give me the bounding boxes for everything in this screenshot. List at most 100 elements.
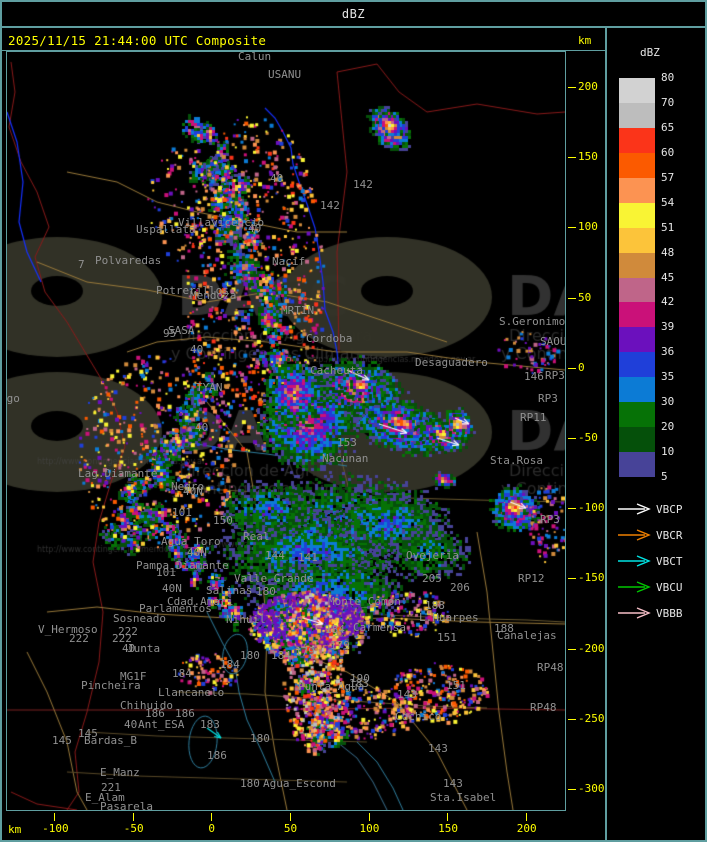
colorbar-tick-35: 35 bbox=[661, 370, 675, 384]
map-label: 183 bbox=[349, 677, 369, 690]
colorbar-band-48 bbox=[619, 252, 655, 278]
x-tick-mark bbox=[132, 813, 134, 821]
map-label: 40 bbox=[124, 718, 138, 731]
map-label: 184 bbox=[325, 623, 345, 636]
map-label: 190 bbox=[350, 672, 370, 685]
y-tick-label--150: -150 bbox=[578, 571, 605, 585]
map-label: Real bbox=[243, 530, 270, 543]
colorbar-tick-20: 20 bbox=[661, 420, 675, 434]
y-tick-mark bbox=[568, 227, 576, 229]
map-label: Sta.Rosa bbox=[490, 454, 543, 467]
map-label: 180 bbox=[250, 732, 270, 745]
x-tick-mark bbox=[289, 813, 291, 821]
map-label: 184 bbox=[172, 667, 192, 680]
window-title: dBZ bbox=[341, 6, 366, 21]
map-label: Monte_Comon bbox=[328, 595, 401, 608]
legend-label-VBCT: VBCT bbox=[656, 554, 683, 568]
frame-top bbox=[0, 0, 707, 2]
map-label: Carmensa bbox=[353, 621, 406, 634]
map-label: V_Hermoso bbox=[38, 623, 98, 636]
map-label: 143 bbox=[443, 777, 463, 790]
map-label: 180 bbox=[240, 649, 260, 662]
legend-row-VBCT: VBCT bbox=[617, 548, 705, 574]
map-label: Punta_Agua bbox=[298, 680, 365, 693]
map-label: Agua_Escond bbox=[263, 777, 336, 790]
colorbar-band-70 bbox=[619, 102, 655, 128]
map-label: Pasarela bbox=[100, 800, 153, 810]
colorbar-band-45 bbox=[619, 277, 655, 303]
y-tick-mark bbox=[568, 788, 576, 790]
y-tick-mark bbox=[568, 367, 576, 369]
colorbar-band-80 bbox=[619, 78, 655, 103]
map-label: Cochico bbox=[395, 710, 442, 723]
map-label: ago bbox=[7, 392, 20, 405]
map-label: 184 bbox=[220, 658, 240, 671]
map-label: SAOU bbox=[540, 335, 565, 348]
map-label: RP3 bbox=[545, 369, 565, 382]
map-label: 40 bbox=[248, 222, 262, 235]
colorbar-band-60 bbox=[619, 152, 655, 178]
colorbar-tick-39: 39 bbox=[661, 320, 675, 334]
map-label: Ovejeria bbox=[406, 549, 459, 562]
map-label: Desaguadero bbox=[415, 356, 488, 369]
map-label: 151 bbox=[446, 679, 466, 692]
x-tick-label-0: 0 bbox=[208, 822, 215, 835]
colorbar-band-30 bbox=[619, 402, 655, 428]
map-label: S.Geronimo bbox=[499, 315, 565, 328]
map-label: 141 bbox=[298, 551, 318, 564]
colorbar-tick-57: 57 bbox=[661, 170, 675, 184]
map-label: 101 bbox=[156, 566, 176, 579]
map-label: 143 bbox=[428, 742, 448, 755]
map-label: 180 bbox=[240, 777, 260, 790]
map-label: 143 bbox=[397, 688, 417, 701]
colorbar-band-35 bbox=[619, 377, 655, 403]
frame-bottom bbox=[0, 840, 707, 842]
map-label: Valle_Grande bbox=[234, 572, 314, 585]
colorbar-tick-36: 36 bbox=[661, 345, 675, 359]
map-label: 40 bbox=[190, 343, 204, 356]
y-tick-label-150: 150 bbox=[578, 150, 598, 164]
colorbar-tick-42: 42 bbox=[661, 295, 675, 309]
map-label: 40 bbox=[122, 642, 136, 655]
map-label: Salinas bbox=[206, 584, 253, 597]
map-label: 153 bbox=[337, 436, 357, 449]
map-label: E_Manz bbox=[100, 766, 140, 779]
y-tick-label--250: -250 bbox=[578, 711, 605, 725]
map-label: Chihuido bbox=[120, 699, 173, 712]
frame-right bbox=[705, 0, 707, 842]
x-tick-label--50: -50 bbox=[123, 822, 144, 835]
map-label: RP48 bbox=[530, 701, 557, 714]
y-tick-mark bbox=[568, 718, 576, 720]
colorbar-tick-70: 70 bbox=[661, 95, 675, 109]
map-label: Mendoza bbox=[190, 289, 237, 302]
colorbar-title: dBZ bbox=[640, 46, 660, 59]
colorbar-band-57 bbox=[619, 177, 655, 203]
map-label: 205 bbox=[422, 572, 442, 585]
map-label: Ant_ESA bbox=[138, 718, 185, 731]
y-tick-mark bbox=[568, 297, 576, 299]
arrow-icon bbox=[618, 555, 651, 567]
colorbar-tick-48: 48 bbox=[661, 245, 675, 259]
colorbar[interactable] bbox=[619, 78, 655, 477]
map-label: 146 bbox=[524, 370, 544, 383]
map-label: TYAN bbox=[196, 381, 223, 394]
map-label: MG1F bbox=[120, 670, 147, 683]
map-label: 145 bbox=[78, 727, 98, 740]
map-label: USANU bbox=[268, 68, 302, 81]
title-bar: dBZ bbox=[0, 0, 707, 27]
arrow-icon bbox=[618, 529, 651, 541]
map-label: 40N bbox=[187, 546, 207, 559]
y-tick-label-100: 100 bbox=[578, 220, 598, 234]
radar-plot-area[interactable]: Calun USANU 142 142 40 Uspallata Villavicencio… bbox=[7, 52, 565, 810]
colorbar-band-10 bbox=[619, 452, 655, 477]
y-tick-label-200: 200 bbox=[578, 80, 598, 94]
map-label: 40 bbox=[195, 421, 209, 434]
y-tick-label--200: -200 bbox=[578, 641, 605, 655]
map-label: Pincheira bbox=[81, 679, 141, 692]
legend-row-VBBB: VBBB bbox=[617, 600, 705, 626]
x-tick-label--100: -100 bbox=[42, 822, 69, 835]
map-label: 151 bbox=[437, 631, 457, 644]
map-label: Cordoba bbox=[306, 332, 353, 345]
colorbar-tick-80: 80 bbox=[661, 71, 675, 84]
